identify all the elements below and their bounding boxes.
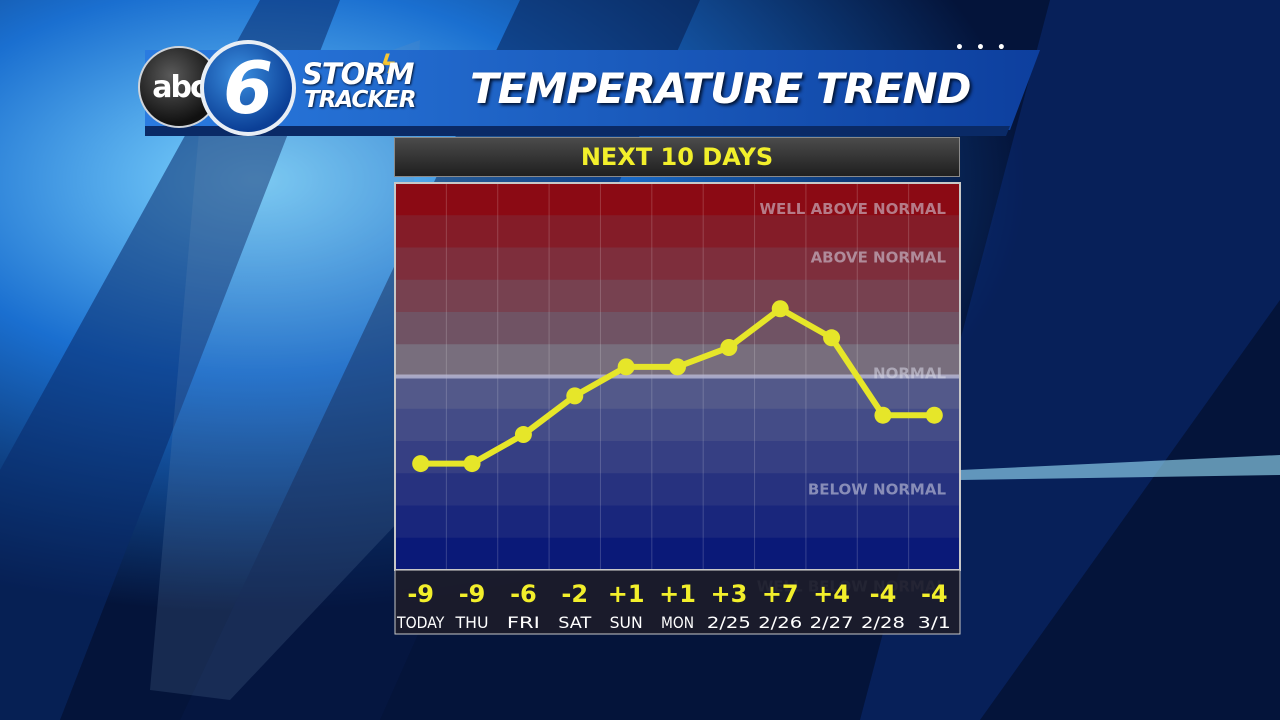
category-label: MON — [661, 613, 694, 632]
chart-band — [395, 247, 960, 281]
chart-band — [395, 537, 960, 571]
chart-band — [395, 312, 960, 345]
band-label: WELL ABOVE NORMAL — [759, 200, 946, 218]
chart-subtitle: NEXT 10 DAYS — [394, 137, 960, 177]
data-point — [823, 329, 841, 347]
data-point — [720, 338, 738, 356]
chart-band — [395, 408, 960, 442]
category-label: SUN — [610, 613, 643, 632]
value-label: -4 — [870, 580, 897, 608]
category-label: SAT — [558, 613, 591, 632]
category-label: 2/25 — [707, 613, 751, 632]
chart-band — [395, 473, 960, 506]
chart-band — [395, 215, 960, 248]
chart-band — [395, 441, 960, 474]
data-point — [669, 358, 686, 376]
value-label: -4 — [921, 580, 948, 608]
data-point — [925, 406, 943, 424]
value-label: -2 — [561, 580, 588, 608]
data-point — [514, 426, 532, 444]
band-label: ABOVE NORMAL — [811, 248, 947, 266]
value-label: +1 — [608, 580, 645, 608]
category-label: 2/26 — [758, 613, 802, 632]
category-label: 2/27 — [810, 613, 854, 632]
category-label: FRI — [507, 613, 540, 632]
value-label: -9 — [407, 580, 434, 608]
chart-band — [395, 183, 960, 216]
data-point — [874, 406, 892, 424]
value-label: +4 — [813, 580, 850, 608]
category-label: TODAY — [396, 613, 444, 632]
value-label: +3 — [710, 580, 747, 608]
value-label: +1 — [659, 580, 696, 608]
category-label: 2/28 — [861, 613, 905, 632]
band-label: NORMAL — [873, 365, 946, 383]
band-label: BELOW NORMAL — [808, 481, 947, 499]
category-label: 3/1 — [918, 613, 951, 632]
value-label: +7 — [762, 580, 799, 608]
data-point — [617, 358, 635, 376]
data-point — [771, 300, 789, 318]
category-label: THU — [455, 613, 489, 632]
value-label: -9 — [459, 580, 486, 608]
chart-band — [395, 505, 960, 539]
data-point — [412, 455, 430, 473]
data-point — [463, 455, 481, 473]
chart-band — [395, 279, 960, 313]
value-strip — [394, 569, 961, 635]
value-label: -6 — [510, 580, 537, 608]
data-point — [566, 387, 584, 405]
